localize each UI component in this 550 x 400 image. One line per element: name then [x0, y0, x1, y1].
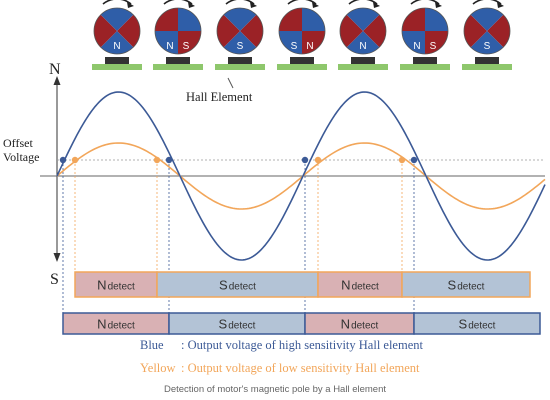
hall-element-chip — [413, 57, 437, 64]
low-sensitivity-detect-label: Ndetect — [341, 278, 379, 293]
high-sensitivity-detect-label: Ndetect — [97, 317, 135, 332]
high-sensitivity-detect-label: Sdetect — [459, 317, 496, 332]
high-sensitivity-detect-label: Ndetect — [341, 317, 379, 332]
high-sensitivity-detect-row: Ndetect Sdetect Ndetect Sdetect — [62, 312, 541, 335]
mount-board — [153, 64, 203, 70]
low-sensitivity-switch-point — [153, 156, 161, 164]
rotor-pole-letter: N — [113, 41, 120, 52]
threshold-markers — [59, 156, 418, 164]
low-sensitivity-curve — [56, 142, 546, 210]
rotor-pole-letter: S — [291, 41, 298, 52]
legend-blue-name: Blue — [140, 338, 164, 352]
rotation-arrow — [348, 0, 378, 5]
hall-element-pointer — [227, 77, 234, 89]
figure-caption: Detection of motor's magnetic pole by a … — [164, 384, 386, 395]
low-sensitivity-detect-label: Ndetect — [97, 278, 135, 293]
rotor-pole-letter: N — [306, 41, 313, 52]
low-sensitivity-switch-point — [398, 156, 406, 164]
north-axis-label: N — [49, 61, 61, 78]
hall-element-chip — [290, 57, 314, 64]
high-sensitivity-detect-label: Sdetect — [219, 317, 256, 332]
mount-board — [215, 64, 265, 70]
legend-yellow-name: Yellow — [140, 361, 176, 375]
offset-label-line2: Voltage — [3, 150, 39, 164]
low-sensitivity-detect-label: Sdetect — [219, 278, 256, 293]
high-sensitivity-s-detect-cell — [413, 312, 541, 335]
rotor-magnet: S — [215, 0, 265, 70]
offset-label-line1: Offset — [3, 136, 33, 150]
rotor-pole-letter: S — [237, 41, 244, 52]
low-sensitivity-detect-row: Ndetect Sdetect Ndetect Sdetect — [74, 271, 531, 298]
rotor-pole-letter: S — [430, 41, 437, 52]
rotation-arrow — [102, 0, 132, 5]
low-sensitivity-s-detect-cell — [401, 271, 531, 298]
rotor-pole-letter: S — [484, 41, 491, 52]
low-sensitivity-switch-point — [314, 156, 322, 164]
south-axis-label: S — [50, 271, 59, 288]
mount-board — [400, 64, 450, 70]
high-sensitivity-switch-point — [410, 156, 418, 164]
legend-yellow-text: : Output voltage of low sensitivity Hall… — [181, 361, 420, 375]
rotor-pole-letter: N — [413, 41, 420, 52]
rotor-magnet: N — [92, 0, 142, 70]
rotor-pole-letter: N — [359, 41, 366, 52]
legend-blue-text: : Output voltage of high sensitivity Hal… — [181, 338, 424, 352]
mount-board — [92, 64, 142, 70]
rotation-arrow — [410, 0, 440, 5]
rotor-magnet: S — [462, 0, 512, 70]
high-sensitivity-switch-point — [301, 156, 309, 164]
high-sensitivity-curve — [56, 91, 546, 261]
hall-element-chip — [475, 57, 499, 64]
mount-board — [462, 64, 512, 70]
high-sensitivity-switch-point — [165, 156, 173, 164]
hall-element-label: Hall Element — [186, 90, 253, 104]
rotation-arrow — [472, 0, 502, 5]
low-sensitivity-s-detect-cell — [156, 271, 319, 298]
threshold-guides — [62, 160, 415, 334]
rotation-arrow — [287, 0, 317, 5]
mount-board — [338, 64, 388, 70]
rotation-arrow — [225, 0, 255, 5]
low-sensitivity-n-detect-cell — [74, 271, 158, 298]
rotor-pole-letter: N — [166, 41, 173, 52]
hall-element-chip — [228, 57, 252, 64]
hall-element-chip — [166, 57, 190, 64]
hall-element-chip — [105, 57, 129, 64]
mount-board — [277, 64, 327, 70]
high-sensitivity-switch-point — [59, 156, 67, 164]
rotor-magnet: N — [338, 0, 388, 70]
vertical-axis — [53, 76, 61, 262]
low-sensitivity-detect-label: Sdetect — [448, 278, 485, 293]
hall-element-chip — [351, 57, 375, 64]
rotor-pole-letter: S — [183, 41, 190, 52]
low-sensitivity-switch-point — [71, 156, 79, 164]
rotation-arrow — [163, 0, 193, 5]
